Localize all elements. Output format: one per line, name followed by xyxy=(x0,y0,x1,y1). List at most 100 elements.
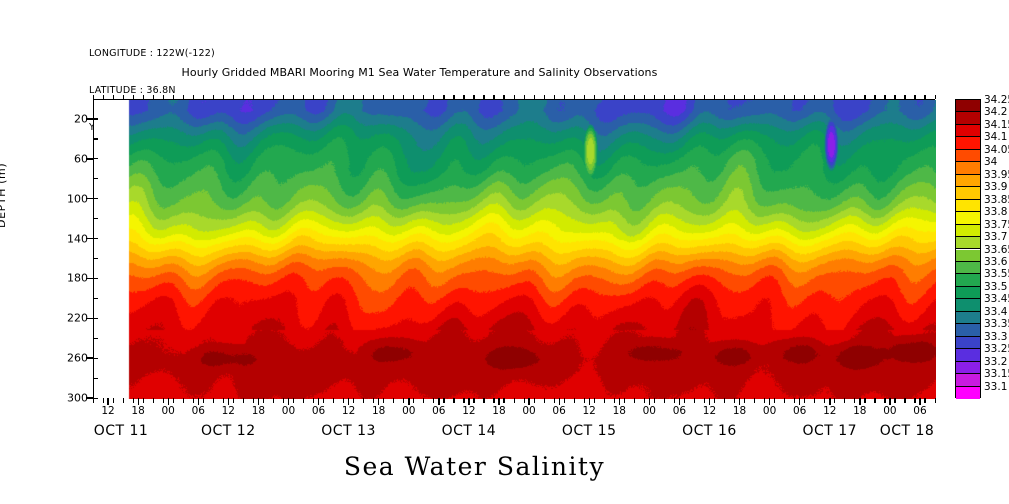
x-axis-minor-tick xyxy=(613,94,615,99)
x-axis-minor-tick xyxy=(764,94,766,99)
x-axis-tick xyxy=(829,398,831,405)
x-axis-minor-tick xyxy=(553,398,555,403)
x-axis-tick xyxy=(348,398,350,405)
x-axis-minor-tick xyxy=(744,398,746,403)
x-axis-minor-tick xyxy=(563,398,565,403)
x-axis-minor-tick xyxy=(683,398,686,403)
colorbar-band xyxy=(956,224,980,238)
x-axis-hour-label: 00 xyxy=(883,405,897,417)
x-axis-minor-tick xyxy=(824,94,826,99)
colorbar-band xyxy=(956,274,980,287)
x-axis-minor-tick xyxy=(884,398,886,403)
x-axis-minor-tick xyxy=(122,94,124,99)
x-axis-minor-tick xyxy=(433,398,435,403)
x-axis-hour-label: 00 xyxy=(762,405,777,417)
x-axis-minor-tick xyxy=(242,94,245,99)
colorbar-tick-label: 33.95 xyxy=(984,168,1009,181)
x-axis-tick xyxy=(227,398,230,405)
colorbar-tick-label: 34.15 xyxy=(984,118,1009,131)
x-axis-minor-tick xyxy=(162,94,164,99)
x-axis-minor-tick xyxy=(182,398,184,403)
y-axis-minor-tick xyxy=(93,158,98,160)
x-axis-minor-tick xyxy=(132,94,134,99)
x-axis-minor-tick xyxy=(262,398,265,403)
x-axis-minor-tick xyxy=(633,398,635,403)
x-axis-tick xyxy=(769,398,771,405)
x-axis-hour-label: 12 xyxy=(101,405,115,417)
y-axis-title: DEPTH (m) xyxy=(0,162,8,228)
y-axis-minor-tick xyxy=(93,238,98,240)
x-axis-minor-tick xyxy=(413,94,415,99)
x-axis-minor-tick xyxy=(503,398,505,403)
colorbar-labels: 34.2534.234.1534.134.053433.9533.933.853… xyxy=(984,94,1009,398)
x-axis-minor-tick xyxy=(533,398,535,403)
x-axis-minor-tick xyxy=(102,398,104,403)
figure-caption: Sea Water Salinity xyxy=(343,452,606,481)
x-axis-hour-label: 18 xyxy=(492,405,506,417)
x-axis-minor-tick xyxy=(493,94,495,99)
y-axis-minor-tick xyxy=(93,138,98,140)
y-axis-minor-tick xyxy=(93,257,98,260)
x-axis-minor-tick xyxy=(423,398,425,403)
x-axis-day-label: OCT 15 xyxy=(561,423,617,439)
plot-area xyxy=(93,99,936,399)
colorbar-tick-label: 33.8 xyxy=(984,206,1008,219)
x-axis-minor-tick xyxy=(563,94,565,99)
colorbar-band xyxy=(956,249,980,262)
colorbar-tick-label: 33.65 xyxy=(984,243,1009,256)
x-axis-minor-tick xyxy=(393,94,395,99)
x-axis-minor-tick xyxy=(754,94,756,99)
y-axis-tick xyxy=(86,397,93,399)
y-axis-tick-label: 260 xyxy=(67,351,88,365)
x-axis-minor-tick xyxy=(693,94,696,99)
x-axis-hour-label: 18 xyxy=(853,405,867,417)
colorbar-tick-label: 33.2 xyxy=(984,355,1008,368)
x-axis-minor-tick xyxy=(854,398,856,403)
x-axis-minor-tick xyxy=(192,94,194,99)
colorbar-tick-label: 34.05 xyxy=(984,143,1009,156)
x-axis-hour-label: 06 xyxy=(672,405,687,417)
y-axis-tick-label: 300 xyxy=(67,391,88,405)
x-axis-minor-tick xyxy=(272,398,275,403)
x-axis-minor-tick xyxy=(683,94,686,99)
x-axis-tick xyxy=(678,398,681,405)
chart-title: Hourly Gridded MBARI Mooring M1 Sea Wate… xyxy=(181,66,658,79)
x-axis-minor-tick xyxy=(663,398,666,403)
x-axis-hour-label: 12 xyxy=(341,405,356,417)
colorbar-band xyxy=(956,299,980,312)
x-axis-minor-tick xyxy=(403,94,405,99)
x-axis-minor-tick xyxy=(272,94,275,99)
x-axis-tick xyxy=(708,398,711,405)
x-axis-minor-tick xyxy=(653,398,656,403)
x-axis-minor-tick xyxy=(323,398,325,403)
x-axis-minor-tick xyxy=(473,398,475,403)
x-axis-minor-tick xyxy=(373,94,375,99)
x-axis-hour-label: 00 xyxy=(522,405,536,417)
x-axis-minor-tick xyxy=(653,94,656,99)
x-axis-tick xyxy=(257,398,260,405)
colorbar-band xyxy=(956,336,980,350)
x-axis-minor-tick xyxy=(593,398,595,403)
x-axis-minor-tick xyxy=(754,398,756,403)
x-axis-minor-tick xyxy=(112,398,114,403)
x-axis-minor-tick xyxy=(864,94,866,99)
x-axis-minor-tick xyxy=(202,398,204,403)
x-axis-minor-tick xyxy=(152,398,154,403)
x-axis-minor-tick xyxy=(262,94,265,99)
colorbar-band xyxy=(956,199,980,213)
colorbar-tick-label: 33.55 xyxy=(984,268,1009,281)
x-axis-minor-tick xyxy=(904,398,906,403)
y-axis-minor-tick xyxy=(93,377,98,379)
y-axis-minor-tick xyxy=(93,118,98,120)
x-axis-tick xyxy=(919,398,921,405)
x-axis-minor-tick xyxy=(373,398,375,403)
colorbar-band xyxy=(956,349,980,362)
x-axis-minor-tick xyxy=(473,94,475,99)
colorbar-tick-label: 33.25 xyxy=(984,343,1009,356)
x-axis-minor-tick xyxy=(453,94,455,99)
x-axis-minor-tick xyxy=(533,94,535,99)
colorbar-tick-label: 33.75 xyxy=(984,218,1009,231)
y-axis-minor-tick xyxy=(93,98,98,100)
y-axis-minor-tick xyxy=(93,297,98,300)
x-axis-minor-tick xyxy=(744,94,746,99)
